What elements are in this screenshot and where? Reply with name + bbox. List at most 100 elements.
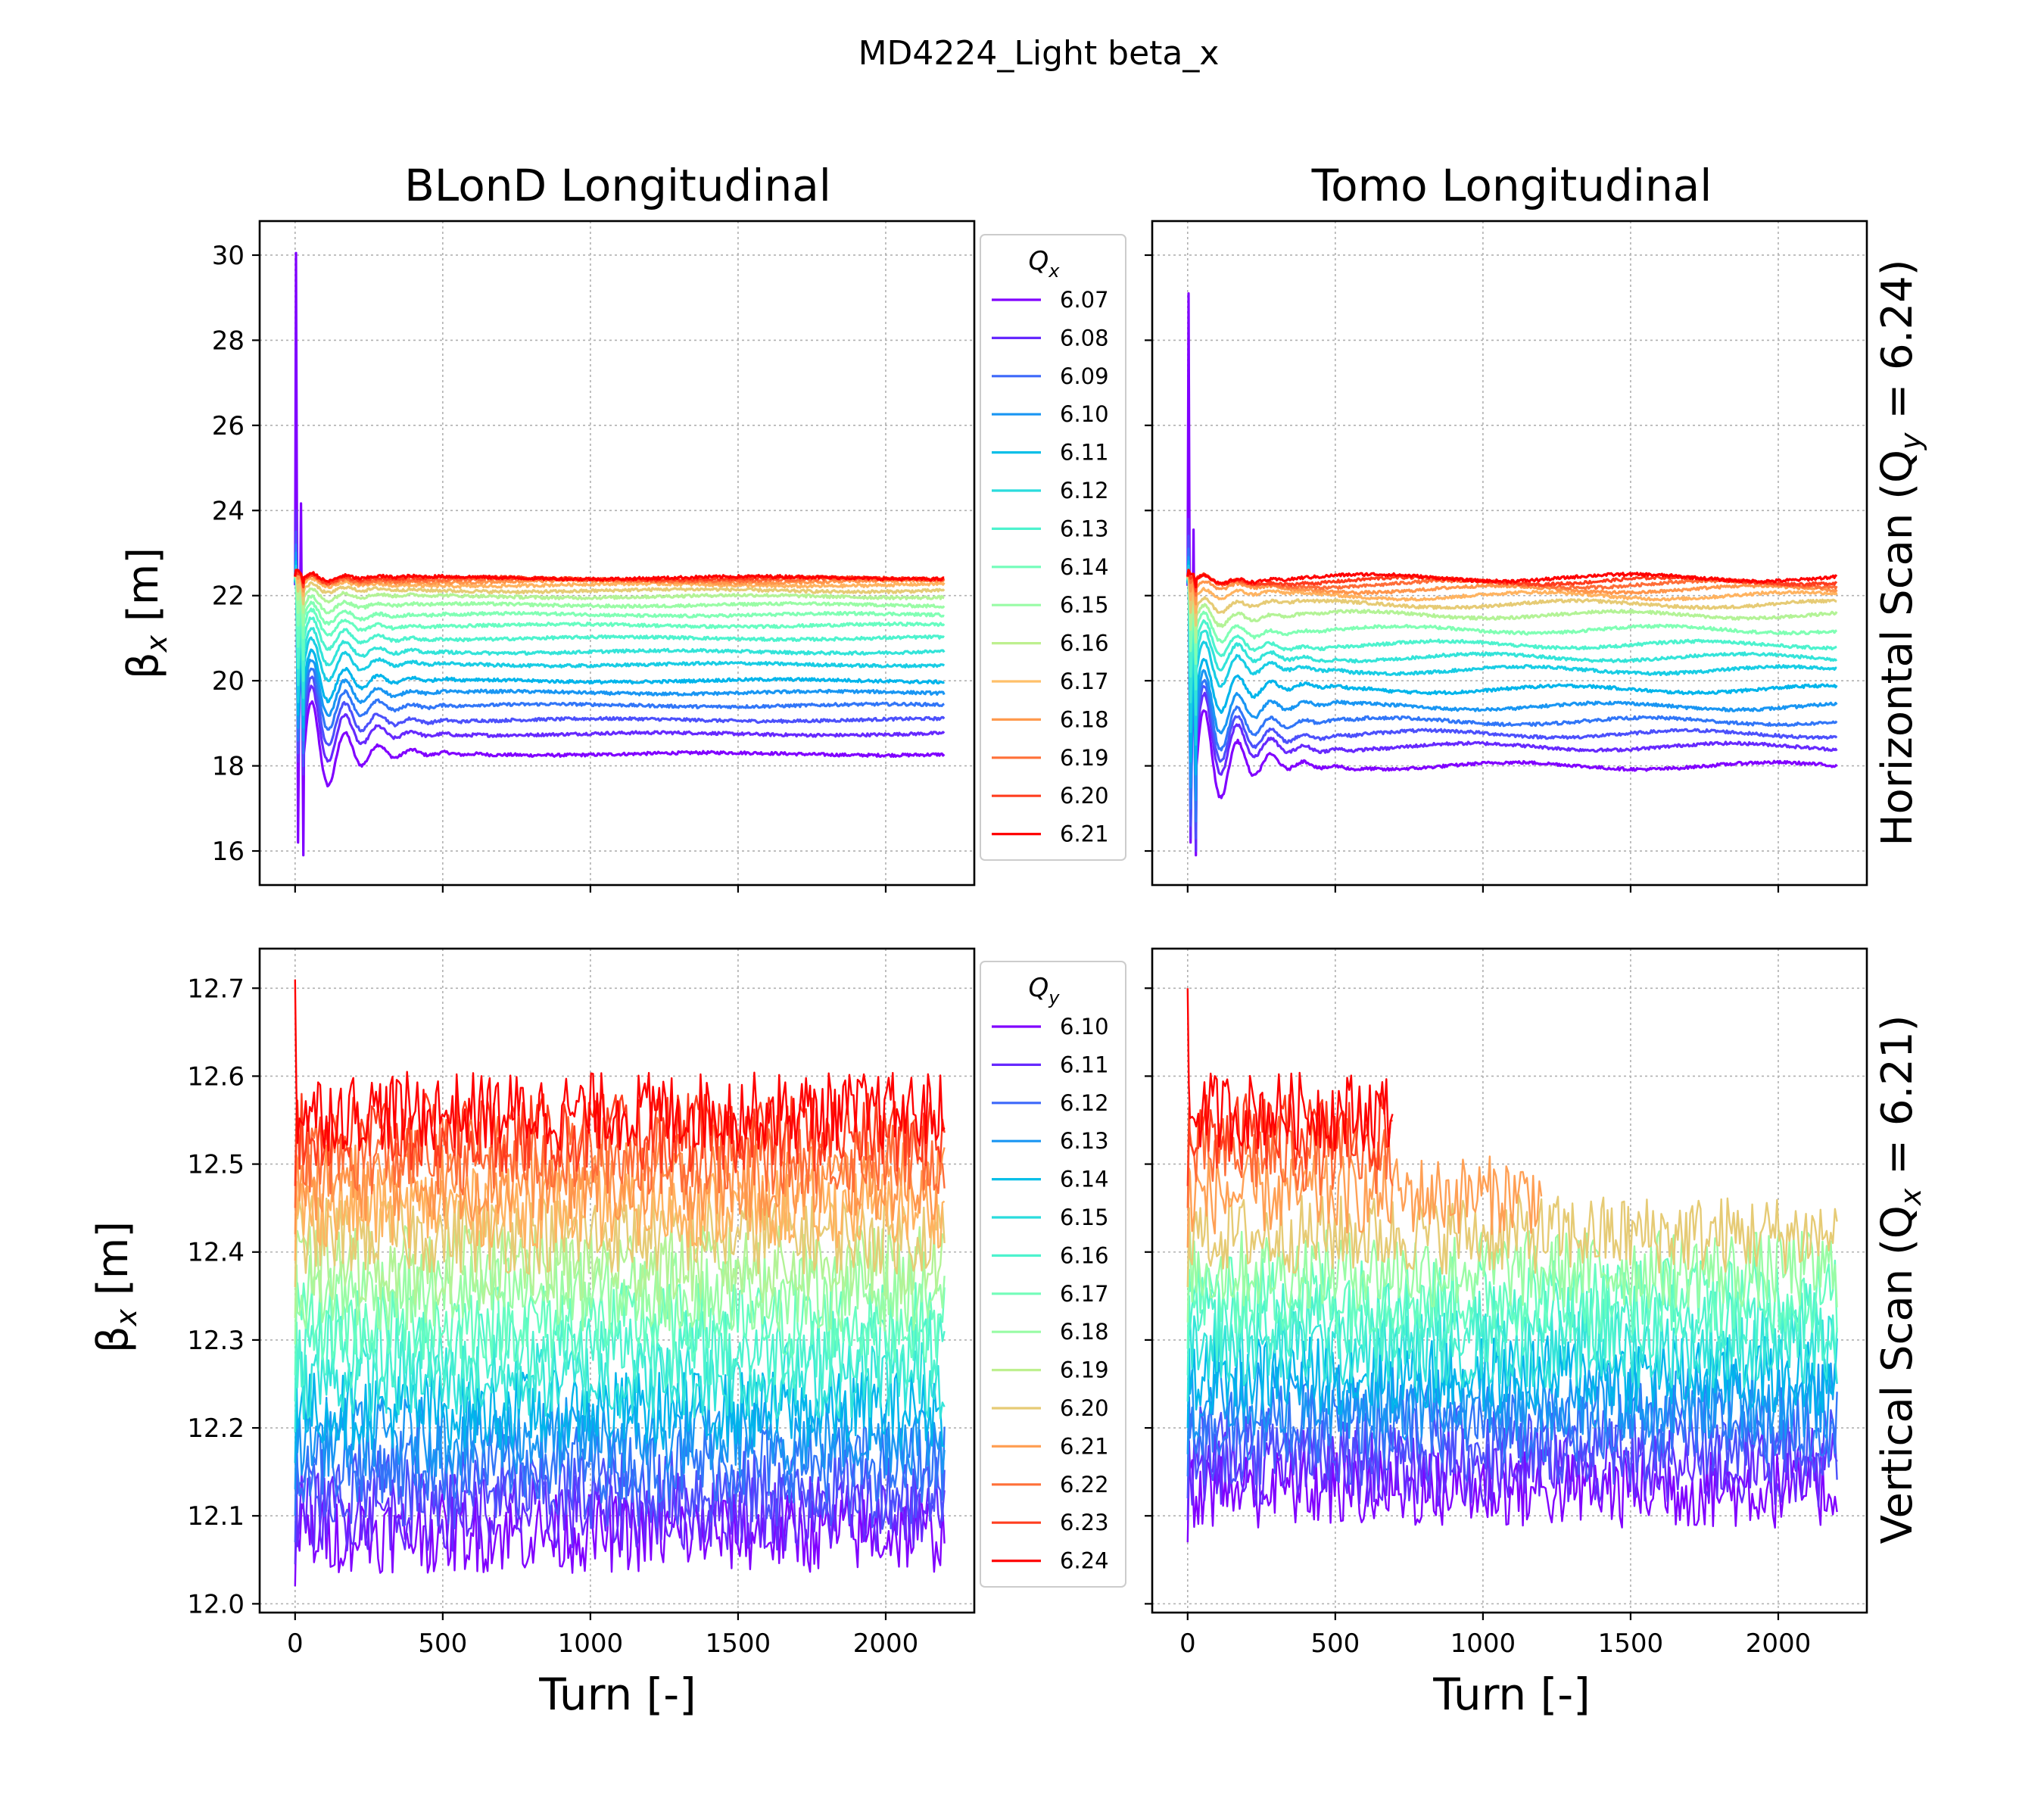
- x-tick-label: 1000: [1450, 1628, 1516, 1659]
- legend-label: 6.21: [1060, 821, 1109, 847]
- y-tick-label: 12.5: [187, 1150, 245, 1180]
- legend-label: 6.09: [1060, 363, 1109, 389]
- series-line-6.09: [1186, 535, 1838, 840]
- series-group: [1186, 292, 1838, 857]
- row-label-horizontal-scan: Horizontal Scan (Qy = 6.24): [1873, 259, 1927, 846]
- series-line-6.17: [1186, 569, 1838, 644]
- series-line-6.20: [1186, 569, 1838, 606]
- x-tick-label: 500: [418, 1628, 467, 1659]
- legend-label: 6.19: [1060, 745, 1109, 771]
- series-line-6.19: [294, 569, 945, 614]
- y-axis-label-top: βx [m]: [119, 547, 173, 679]
- x-axis-label-right: Turn [-]: [1432, 1669, 1591, 1720]
- y-tick-label: 16: [212, 837, 245, 867]
- legend-label: 6.15: [1060, 1205, 1109, 1230]
- figure-suptitle: MD4224_Light beta_x: [858, 34, 1220, 73]
- x-tick-label: 0: [287, 1628, 304, 1659]
- legend-label: 6.14: [1060, 554, 1109, 580]
- legend-label: 6.18: [1060, 706, 1109, 732]
- y-axis-label-bottom: βx [m]: [89, 1221, 143, 1353]
- legend-label: 6.15: [1060, 592, 1109, 618]
- legend-frame: [980, 234, 1126, 861]
- legend-label: 6.13: [1060, 1128, 1109, 1154]
- y-tick-label: 12.0: [187, 1589, 245, 1619]
- y-tick-label: 12.7: [187, 974, 245, 1004]
- series-line-6.09: [294, 530, 946, 768]
- legend-label: 6.16: [1060, 1242, 1109, 1268]
- y-tick-label: 18: [212, 752, 245, 782]
- series-line-6.14: [294, 569, 946, 700]
- y-tick-label: 12.4: [187, 1238, 245, 1268]
- series-line-6.24: [1186, 988, 1394, 1152]
- x-tick-label: 1500: [706, 1628, 771, 1659]
- series-line-6.08: [294, 509, 946, 776]
- series-line-6.12: [294, 1449, 946, 1543]
- axes-frame: [1151, 220, 1868, 887]
- y-tick-label: 12.2: [187, 1413, 245, 1444]
- series-line-6.13: [1186, 564, 1837, 746]
- series-line-6.16: [1186, 569, 1838, 665]
- legend-label: 6.12: [1060, 478, 1109, 503]
- series-line-6.08: [1186, 517, 1838, 852]
- x-tick-label: 2000: [853, 1628, 919, 1659]
- axes-frame: [258, 220, 976, 887]
- series-line-6.10: [294, 543, 945, 755]
- series-line-6.23: [1186, 569, 1838, 589]
- series-line-6.07: [294, 251, 946, 857]
- legend-label: 6.11: [1060, 440, 1109, 466]
- series-line-6.18: [1186, 569, 1837, 627]
- legend-label: 6.20: [1060, 1395, 1109, 1421]
- legend-label: 6.22: [1060, 1472, 1109, 1498]
- series-line-6.21: [1186, 1154, 1543, 1248]
- legend-label: 6.17: [1060, 1281, 1109, 1307]
- panel-top-right: [1145, 220, 1868, 893]
- legend-frame: [980, 961, 1126, 1588]
- x-tick-label: 0: [1179, 1628, 1196, 1659]
- series-line-6.10: [1186, 547, 1838, 823]
- series-line-6.19: [1186, 1230, 1838, 1323]
- series-line-6.18: [294, 569, 946, 627]
- y-tick-label: 22: [212, 581, 245, 612]
- legend-label: 6.14: [1060, 1167, 1109, 1192]
- series-group: [1186, 988, 1838, 1543]
- y-tick-label: 20: [212, 666, 245, 697]
- legend-label: 6.21: [1060, 1433, 1109, 1459]
- panel-bottom-right: 0 500 1000 1500 2000: [1145, 947, 1868, 1659]
- legend-label: 6.10: [1060, 401, 1109, 427]
- y-tick-label: 26: [212, 411, 245, 441]
- y-tick-label: 30: [212, 241, 245, 271]
- row-label-vertical-scan: Vertical Scan (Qx = 6.21): [1873, 1015, 1927, 1544]
- x-tick-label: 1000: [558, 1628, 624, 1659]
- legend-label: 6.17: [1060, 669, 1109, 694]
- y-tick-label: 24: [212, 496, 245, 526]
- series-line-6.25: [294, 569, 945, 584]
- x-tick-label: 500: [1310, 1628, 1360, 1659]
- series-line-6.19: [294, 1251, 946, 1345]
- series-line-6.20: [294, 569, 946, 606]
- series-line-6.22: [294, 1167, 946, 1261]
- column-title-blond: BLonD Longitudinal: [404, 160, 831, 211]
- y-tick-label: 12.6: [187, 1061, 245, 1092]
- series-line-6.15: [294, 569, 945, 682]
- y-tick-label: 12.1: [187, 1501, 245, 1532]
- y-tick-label: 28: [212, 326, 245, 356]
- series-line-6.26: [294, 979, 946, 1152]
- legend-label: 6.07: [1060, 287, 1109, 313]
- legend: Qx6.076.086.096.106.116.126.136.146.156.…: [980, 234, 1126, 861]
- legend: Qy6.106.116.126.136.146.156.166.176.186.…: [980, 961, 1126, 1588]
- series-group: [294, 251, 946, 857]
- column-title-tomo: Tomo Longitudinal: [1311, 160, 1712, 211]
- x-tick-label: 2000: [1746, 1628, 1812, 1659]
- series-line-6.16: [294, 569, 946, 661]
- axes-frame: [1151, 947, 1868, 1614]
- series-group: [294, 979, 946, 1587]
- y-tick-label: 12.3: [187, 1326, 245, 1356]
- series-line-6.11: [1186, 556, 1838, 802]
- legend-label: 6.23: [1060, 1510, 1109, 1535]
- series-line-6.24: [294, 1114, 946, 1208]
- series-line-6.12: [1186, 560, 1838, 776]
- legend-label: 6.13: [1060, 516, 1109, 541]
- legend-label: 6.24: [1060, 1548, 1109, 1574]
- series-line-6.19: [1186, 569, 1838, 614]
